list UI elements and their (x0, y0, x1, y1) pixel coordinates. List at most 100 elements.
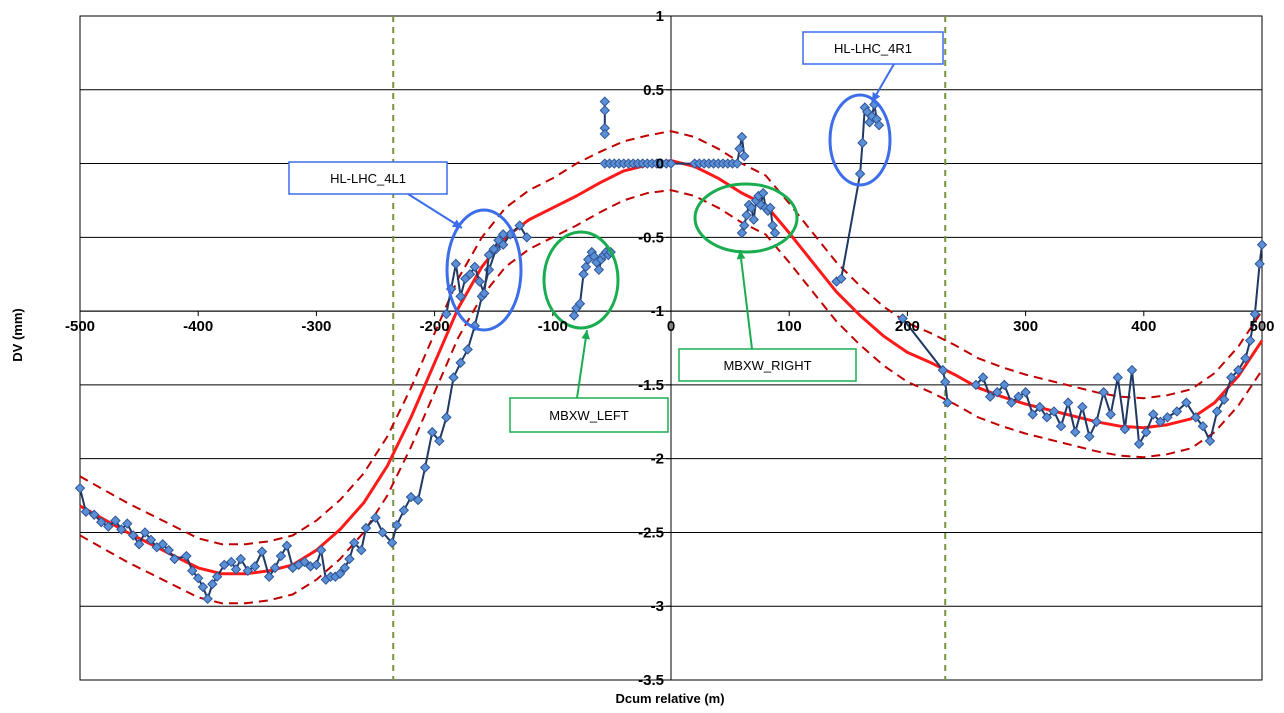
arrow-head-icon (872, 92, 881, 102)
measured-series (897, 313, 953, 408)
data-point (1155, 416, 1166, 427)
data-point (405, 491, 417, 503)
data-point (1240, 353, 1251, 364)
annotation-label: MBXW_RIGHT (723, 358, 811, 373)
data-point (854, 168, 866, 180)
data-point (197, 581, 209, 593)
data-point (1077, 401, 1088, 413)
vertical-markers (392, 16, 947, 680)
data-point (1140, 426, 1152, 438)
data-point (398, 505, 410, 516)
data-point (464, 269, 476, 280)
data-point (249, 561, 261, 572)
data-point (377, 527, 388, 538)
tolerance-line (79, 130, 1263, 546)
arrow-head-icon (452, 219, 462, 228)
data-point (74, 482, 86, 494)
data-point (474, 276, 485, 287)
measured-line (901, 317, 949, 403)
data-point (992, 387, 1003, 398)
data-point (479, 288, 490, 299)
data-point (360, 522, 372, 534)
x-tick-label: -100 (538, 318, 568, 335)
annotation-label-box (509, 397, 669, 433)
data-point (1254, 258, 1265, 270)
tick-labels: 1 0.5 0 -0.5 -1 -1.5 -2 -2.5 -3 -3.5 -500 -400 -300 -… (65, 8, 1275, 689)
data-point (218, 559, 230, 571)
annotation-arrow (576, 329, 588, 399)
data-point (1062, 397, 1074, 408)
annotation-ellipse (693, 182, 799, 254)
data-point (127, 530, 139, 541)
data-point (299, 556, 310, 568)
annotation-ellipse (828, 93, 892, 187)
data-point (419, 462, 431, 473)
series-layer (74, 96, 1268, 605)
data-point (1119, 423, 1131, 435)
data-point (940, 376, 951, 388)
data-point (145, 534, 157, 546)
annotation-label-box (802, 31, 944, 65)
measured-series (736, 187, 781, 239)
data-point (434, 435, 445, 447)
y-tick-label: -3.5 (638, 672, 664, 689)
data-point (187, 565, 198, 577)
data-point (1126, 364, 1138, 376)
data-point (192, 572, 204, 584)
data-point (207, 578, 218, 590)
data-point (488, 243, 499, 255)
data-point (1171, 406, 1183, 417)
annotation-mbxw-left: MBXW_LEFT (509, 230, 669, 433)
data-point (568, 310, 580, 321)
data-point (315, 544, 327, 556)
data-point (281, 540, 293, 551)
annotation-mbxw-right: MBXW_RIGHT (678, 182, 857, 382)
axes (79, 15, 1263, 681)
data-point (734, 143, 745, 155)
data-point (580, 261, 592, 273)
annotation-label: HL-LHC_4L1 (330, 171, 406, 186)
data-point (311, 559, 322, 571)
data-point (275, 550, 287, 562)
data-point (873, 119, 885, 131)
annotation-ellipse (445, 208, 523, 332)
data-point (999, 379, 1010, 391)
data-point (1041, 412, 1053, 423)
annotation-label-box (678, 348, 857, 382)
data-point (441, 308, 452, 320)
data-point (599, 128, 611, 140)
data-point (1197, 420, 1209, 432)
arrow-head-icon (736, 250, 746, 260)
data-point (334, 568, 346, 579)
data-point (450, 258, 462, 270)
data-point (1055, 420, 1067, 432)
data-point (356, 544, 367, 556)
data-point (521, 232, 533, 243)
arrow-head-icon (581, 330, 590, 340)
data-point (103, 521, 114, 532)
measured-series (831, 99, 885, 287)
data-point (1070, 426, 1081, 438)
data-point (1133, 438, 1145, 450)
y-tick-label: -2 (651, 451, 664, 468)
data-point (746, 202, 757, 214)
data-point (497, 229, 509, 240)
data-point (1020, 387, 1031, 398)
data-point (574, 298, 586, 309)
data-point (665, 158, 677, 169)
data-point (736, 131, 748, 143)
data-point (181, 550, 192, 562)
data-point (1218, 394, 1230, 405)
data-point (80, 506, 92, 517)
data-point (455, 357, 466, 368)
data-point (1148, 409, 1159, 420)
data-point (386, 537, 398, 548)
data-point (211, 571, 223, 582)
data-point (1226, 372, 1237, 383)
data-point (269, 562, 281, 574)
data-point (448, 372, 459, 383)
y-tick-label: -2.5 (638, 524, 664, 541)
x-tick-label: -500 (65, 318, 95, 335)
data-point (1249, 308, 1261, 320)
